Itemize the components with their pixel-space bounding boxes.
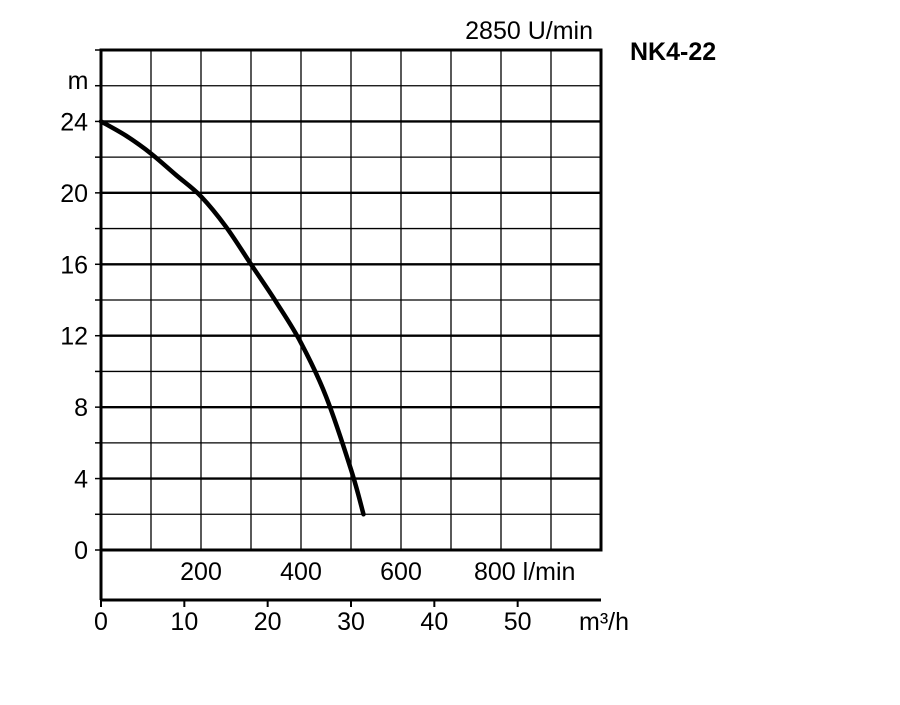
y-tick-label: 8 [74, 394, 88, 422]
y-axis-label: m [68, 67, 89, 95]
x-tick-label-lmin: 800 l/min [474, 558, 575, 586]
x-tick-label-lmin: 600 [380, 558, 422, 586]
y-tick-label: 12 [60, 323, 88, 351]
x-tick-label-lmin: 400 [280, 558, 322, 586]
series-line-head-curve [98, 119, 366, 517]
x-tick-labels-lmin: 200 400 600 800 l/min [180, 558, 575, 586]
series-layer [98, 119, 366, 517]
x-tick-label-m3h: 40 [420, 608, 448, 636]
x-tick-label-lmin: 200 [180, 558, 222, 586]
x-tick-labels-m3h: 0 10 20 30 40 50 [94, 608, 532, 636]
y-tick-label: 20 [60, 180, 88, 208]
model-title: NK4-22 [630, 38, 716, 66]
y-tick-label: 0 [74, 537, 88, 565]
grid [95, 49, 601, 551]
plot-frame [99, 48, 603, 552]
y-tick-label: 24 [60, 108, 88, 136]
m3h-tick-marks [100, 600, 519, 607]
y-tick-label: 4 [74, 466, 88, 494]
speed-label: 2850 U/min [465, 17, 593, 45]
x-tick-label-m3h: 50 [504, 608, 532, 636]
x-tick-label-m3h: 0 [94, 608, 108, 636]
x-tick-label-m3h: 30 [337, 608, 365, 636]
x-tick-label-m3h: 20 [254, 608, 282, 636]
y-tick-labels: 0 4 8 12 16 20 24 [60, 108, 88, 565]
y-tick-label: 16 [60, 251, 88, 279]
x-tick-label-m3h: 10 [170, 608, 198, 636]
m3h-unit-label: m³/h [579, 608, 629, 636]
